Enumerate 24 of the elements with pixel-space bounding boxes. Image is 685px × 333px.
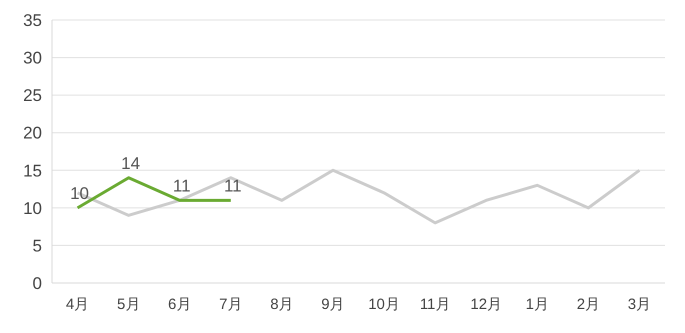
x-tick-label: 10月: [368, 296, 400, 313]
x-tick-label: 2月: [576, 296, 600, 313]
x-tick-label: 12月: [470, 296, 502, 313]
y-tick-label: 20: [23, 124, 42, 143]
y-tick-label: 25: [23, 86, 42, 106]
x-tick-label: 7月: [219, 296, 242, 313]
data-label: 11: [224, 176, 242, 196]
x-tick-label: 5月: [116, 296, 140, 313]
y-tick-label: 10: [23, 198, 42, 218]
y-tick-label: 0: [32, 274, 42, 293]
y-tick-label: 5: [32, 236, 42, 256]
x-tick-label: 1月: [526, 296, 549, 313]
x-tick-label: 4月: [66, 296, 90, 313]
y-tick-label: 15: [23, 161, 42, 180]
y-tick-label: 35: [23, 11, 42, 30]
x-tick-label: 8月: [270, 296, 294, 313]
x-tick-label: 6月: [168, 296, 192, 313]
data-label: 14: [121, 154, 140, 173]
x-tick-label: 11月: [420, 296, 450, 313]
y-tick-label: 30: [23, 48, 42, 68]
x-tick-label: 9月: [321, 296, 345, 313]
data-label: 11: [172, 176, 191, 196]
x-tick-label: 3月: [628, 296, 652, 313]
data-label: 10: [70, 184, 90, 203]
